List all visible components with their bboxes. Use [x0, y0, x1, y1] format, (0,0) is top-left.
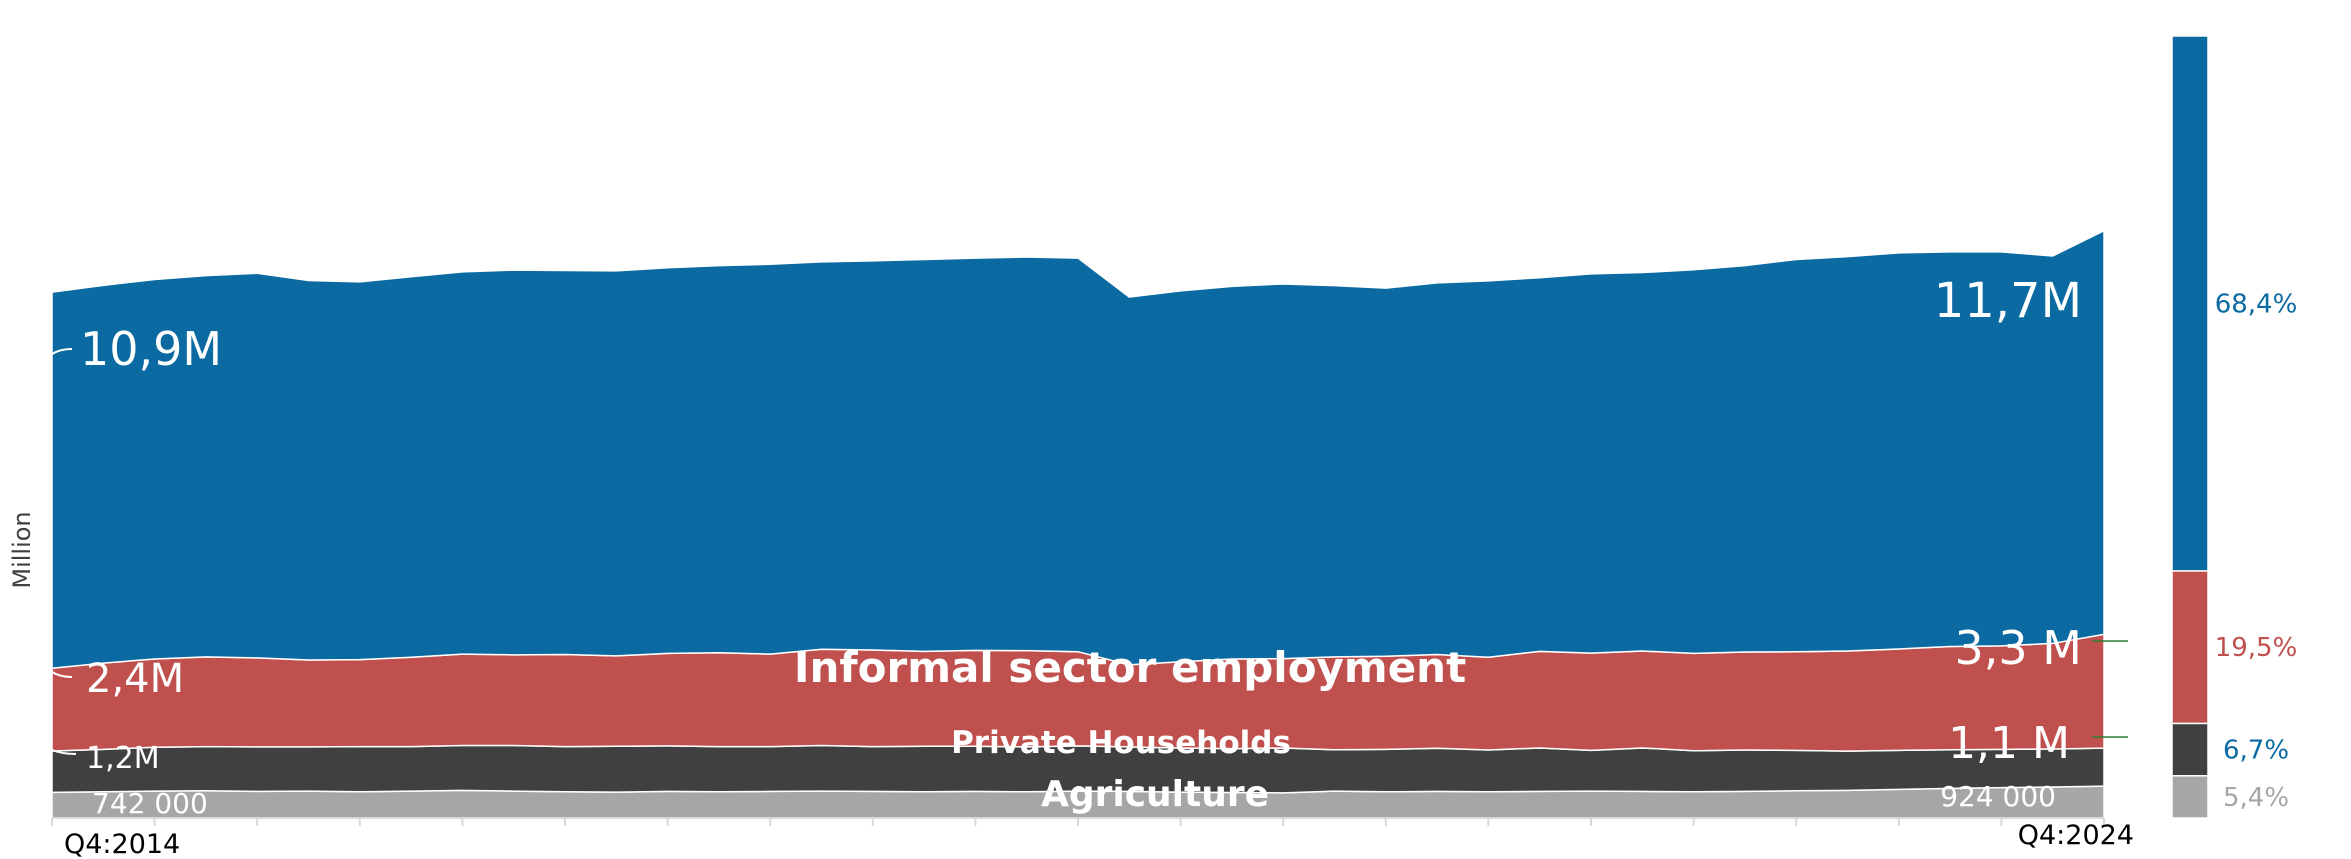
end-label-households: 1,1 M: [1948, 718, 2070, 769]
series-label-formal: Formal sector employment: [684, 185, 1683, 262]
share-label-households: 6,7%: [2223, 736, 2289, 766]
share-segment-agriculture: [2171, 775, 2209, 819]
start-label-agriculture: 742 000: [92, 787, 208, 820]
share-segment-formal: [2171, 35, 2209, 572]
area-series-group: [51, 229, 2105, 819]
series-label-households: Private Households: [951, 725, 1291, 761]
series-label-informal: Informal sector employment: [794, 643, 1466, 692]
share-label-formal: 68,4%: [2215, 289, 2298, 319]
end-label-formal: 11,7M: [1934, 273, 2082, 329]
start-leader-informal: [51, 671, 73, 678]
x-start-tick-label: Q4:2014: [64, 829, 180, 859]
end-label-informal: 3,3 M: [1955, 621, 2082, 675]
x-axis-ticks: [51, 818, 2105, 826]
share-label-agriculture: 5,4%: [2223, 783, 2289, 813]
start-label-informal: 2,4M: [86, 656, 184, 702]
share-segment-informal: [2171, 570, 2209, 725]
start-leader-formal: [51, 348, 73, 355]
end-label-agriculture: 924 000: [1940, 780, 2056, 813]
start-leader-households: [51, 749, 77, 755]
y-axis-label: Million: [8, 511, 36, 588]
start-label-formal: 10,9M: [80, 322, 222, 376]
share-bar: 5,4% 6,7% 19,5% 68,4%: [2171, 35, 2298, 819]
start-label-households: 1,2M: [86, 741, 160, 776]
share-segment-households: [2171, 722, 2209, 777]
share-label-informal: 19,5%: [2215, 633, 2298, 663]
x-end-tick-label: Q4:2024: [2018, 820, 2134, 851]
area-formal: [51, 229, 2105, 670]
series-label-agriculture: Agriculture: [1041, 774, 1269, 815]
